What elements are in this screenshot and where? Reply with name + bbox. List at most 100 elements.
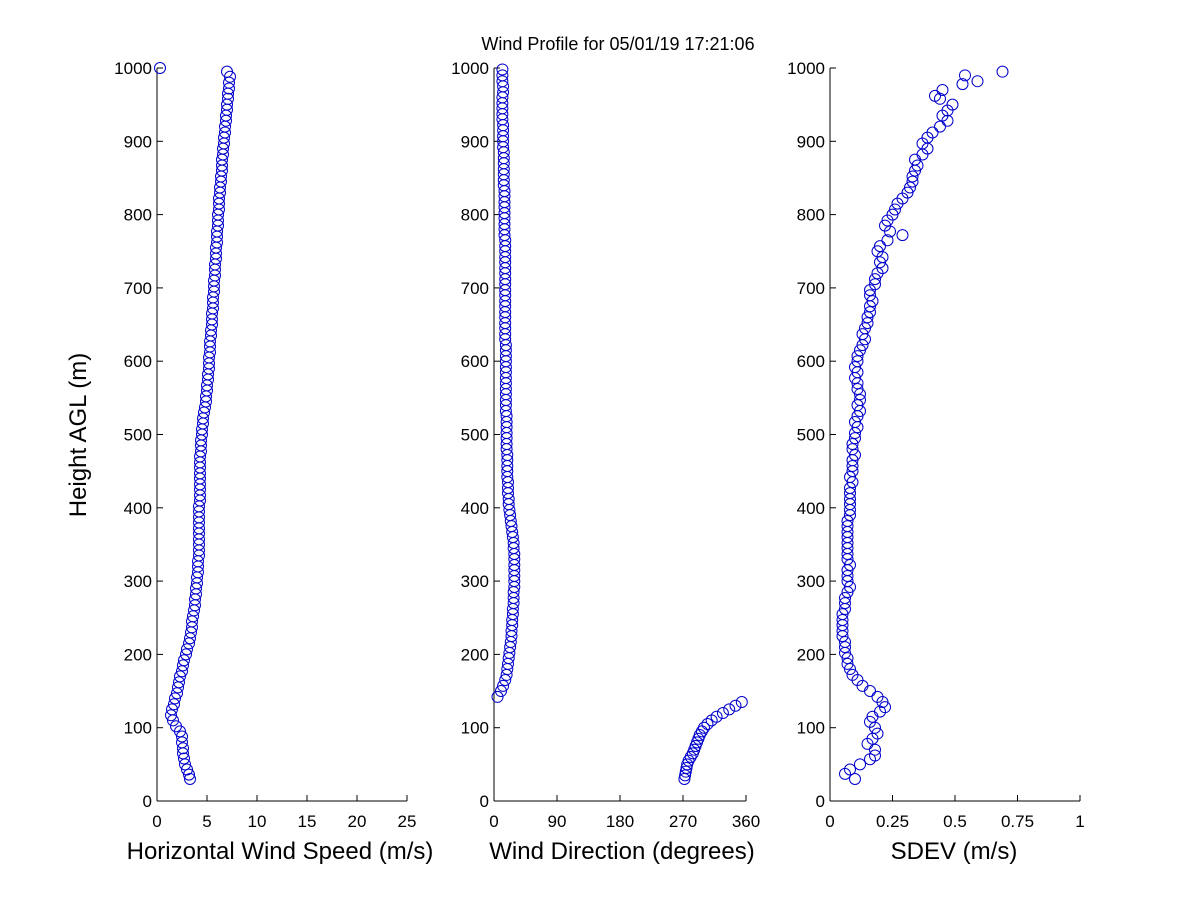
y-tick-label-speed: 1000 — [114, 59, 152, 78]
data-point-speed — [183, 637, 195, 650]
data-point-direction — [684, 751, 697, 764]
data-point-speed — [179, 758, 191, 771]
data-point-sdev — [909, 164, 921, 177]
data-point-sdev — [891, 197, 904, 210]
x-tick-label-direction: 180 — [606, 812, 634, 831]
x-tick-label-direction: 0 — [489, 812, 498, 831]
data-point-speed — [180, 648, 192, 661]
data-point-sdev — [884, 225, 896, 238]
y-tick-label-sdev: 800 — [797, 206, 825, 225]
data-point-sdev — [841, 547, 854, 560]
data-point-sdev — [864, 685, 876, 698]
x-tick-label-direction: 270 — [669, 812, 697, 831]
data-point-speed — [176, 730, 188, 743]
data-point-speed — [172, 681, 184, 694]
data-point-sdev — [934, 120, 946, 133]
data-point-sdev — [871, 267, 884, 280]
data-point-speed — [223, 82, 235, 95]
data-point-direction — [679, 769, 692, 782]
y-tick-label-sdev: 100 — [797, 719, 825, 738]
data-point-direction — [491, 690, 504, 703]
y-tick-label-speed: 900 — [124, 132, 152, 151]
data-point-speed — [184, 632, 196, 645]
y-tick-label-speed: 300 — [124, 572, 152, 591]
data-point-sdev — [846, 460, 859, 473]
y-tick-label-sdev: 500 — [797, 426, 825, 445]
data-point-sdev — [869, 721, 881, 734]
data-point-direction — [495, 685, 507, 698]
data-point-sdev — [841, 586, 854, 599]
data-point-sdev — [849, 773, 861, 786]
y-tick-label-speed: 600 — [124, 352, 152, 371]
data-point-speed — [176, 665, 188, 678]
y-tick-label-sdev: 0 — [816, 792, 825, 811]
data-point-direction — [678, 773, 691, 786]
data-point-direction — [735, 696, 748, 709]
data-point-direction — [710, 710, 723, 723]
y-tick-label-direction: 800 — [461, 206, 489, 225]
data-point-direction — [686, 747, 699, 760]
data-point-speed — [171, 687, 183, 700]
y-tick-label-direction: 100 — [461, 719, 489, 738]
y-tick-label-direction: 0 — [480, 792, 489, 811]
data-point-sdev — [851, 350, 864, 363]
data-point-sdev — [836, 630, 849, 643]
y-tick-label-speed: 400 — [124, 499, 152, 518]
data-point-sdev — [849, 432, 861, 445]
y-tick-label-sdev: 400 — [797, 499, 825, 518]
y-tick-label-sdev: 1000 — [787, 59, 825, 78]
data-point-sdev — [844, 509, 856, 522]
chart-title: Wind Profile for 05/01/19 17:21:06 — [481, 34, 754, 54]
y-tick-label-direction: 300 — [461, 572, 489, 591]
data-point-speed — [177, 742, 189, 755]
x-tick-label-speed: 25 — [398, 812, 417, 831]
x-tick-label-speed: 15 — [298, 812, 317, 831]
data-point-speed — [184, 773, 196, 786]
data-point-sdev — [841, 652, 854, 665]
data-point-sdev — [844, 663, 856, 676]
data-point-sdev — [941, 114, 954, 127]
x-axis-label-sdev: SDEV (m/s) — [891, 838, 1018, 865]
data-point-sdev — [934, 92, 946, 105]
y-tick-label-direction: 1000 — [451, 59, 489, 78]
data-point-sdev — [854, 388, 866, 401]
x-tick-label-sdev: 0.5 — [943, 812, 967, 831]
data-point-speed — [224, 70, 236, 83]
data-point-speed — [167, 714, 179, 727]
x-tick-label-sdev: 1 — [1075, 812, 1084, 831]
x-tick-label-sdev: 0.75 — [1001, 812, 1034, 831]
data-point-direction — [497, 679, 510, 692]
y-tick-label-sdev: 600 — [797, 352, 825, 371]
data-point-speed — [165, 709, 177, 722]
data-point-sdev — [851, 377, 864, 390]
y-tick-label-direction: 900 — [461, 132, 489, 151]
data-point-sdev — [906, 175, 919, 188]
data-point-speed — [169, 692, 181, 705]
data-point-speed — [220, 114, 232, 127]
data-point-sdev — [869, 273, 881, 286]
y-tick-label-speed: 800 — [124, 206, 152, 225]
data-point-sdev — [836, 624, 849, 637]
y-tick-label-sdev: 200 — [797, 645, 825, 664]
y-tick-label-sdev: 900 — [797, 132, 825, 151]
data-point-sdev — [851, 421, 864, 434]
data-point-sdev — [956, 78, 969, 91]
y-tick-label-speed: 700 — [124, 279, 152, 298]
data-point-sdev — [839, 767, 851, 780]
y-axis-label: Height AGL (m) — [65, 353, 92, 518]
data-point-direction — [705, 714, 718, 727]
panel-sdev: 0 100 200 300 400 500 600 700 800 900 1000 0 0.25 0.5… — [787, 59, 1085, 865]
data-point-direction — [698, 721, 710, 734]
data-point-direction — [499, 674, 512, 687]
x-tick-label-speed: 10 — [248, 812, 267, 831]
data-point-direction — [729, 699, 742, 712]
data-point-sdev — [846, 476, 859, 489]
y-tick-label-direction: 400 — [461, 499, 489, 518]
data-point-sdev — [846, 438, 859, 451]
y-tick-label-direction: 500 — [461, 426, 489, 445]
data-point-sdev — [909, 153, 921, 166]
data-point-sdev — [864, 300, 876, 313]
data-point-speed — [183, 768, 195, 781]
x-tick-label-direction: 90 — [548, 812, 567, 831]
